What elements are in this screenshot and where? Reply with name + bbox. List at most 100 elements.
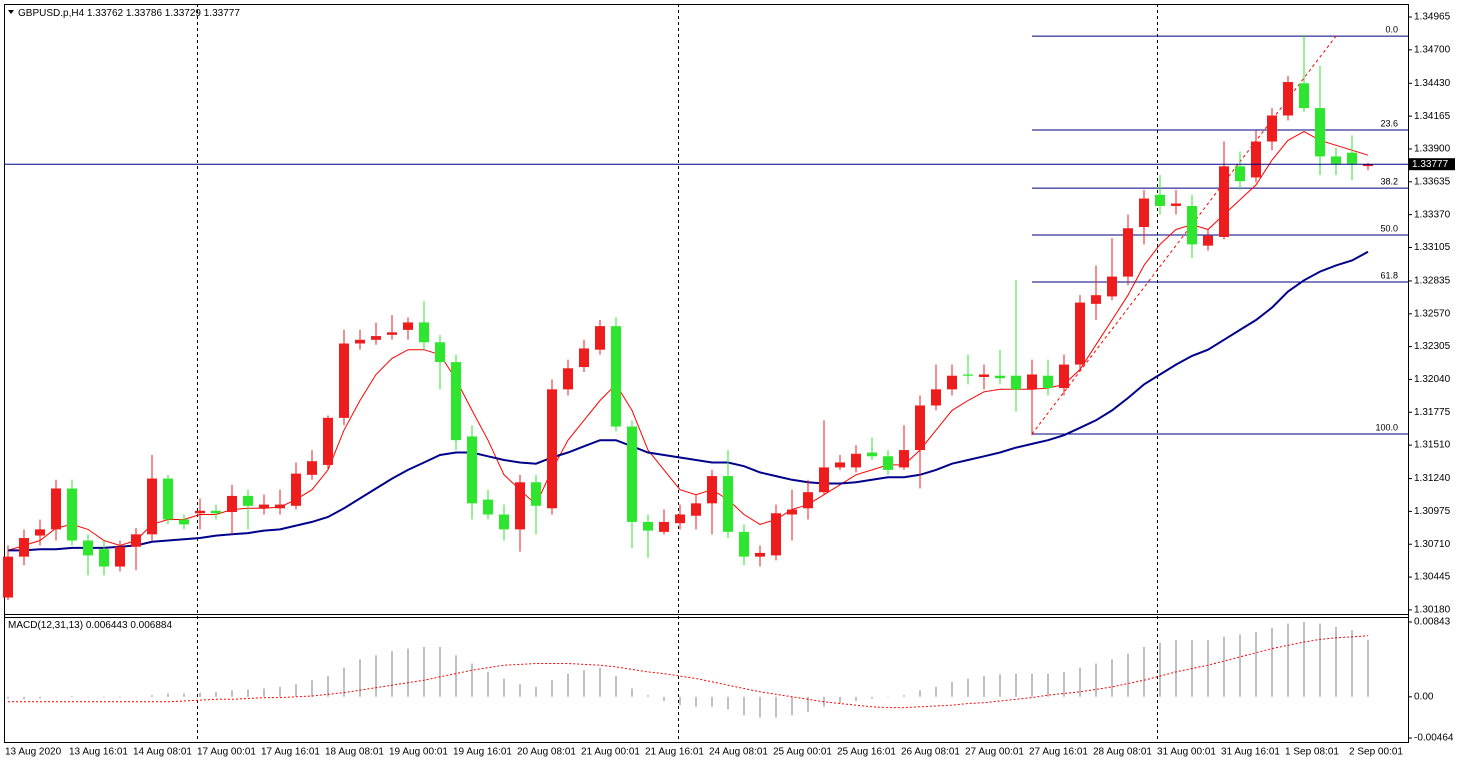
macd-bar [839, 696, 841, 704]
macd-bar [1303, 622, 1305, 697]
x-tick-label: 18 Aug 08:01 [325, 747, 384, 758]
macd-bar [71, 696, 73, 697]
y-tick-label: 1.33105 [1414, 242, 1451, 253]
y-tick-label: 1.32040 [1414, 374, 1451, 385]
bid-label-box [1409, 158, 1455, 171]
candle-body [99, 549, 109, 567]
bid-label: 1.33777 [1412, 159, 1449, 170]
candle-body [659, 521, 669, 532]
candle-body [1347, 152, 1357, 164]
x-tick-label: 26 Aug 08:01 [901, 747, 960, 758]
fibo-label: 61.8 [1380, 270, 1398, 280]
candle-body [1059, 364, 1069, 389]
macd-bar [407, 648, 409, 697]
macd-bar [743, 696, 745, 716]
candle-body [1171, 203, 1181, 206]
y-tick-label: 0.00 [1414, 691, 1434, 702]
candle-body [451, 362, 461, 441]
y-tick-label: 1.34700 [1414, 44, 1451, 55]
menu-arrow[interactable] [8, 10, 14, 14]
candle-body [115, 546, 125, 567]
candle-body [819, 467, 829, 493]
macd-bar [327, 676, 329, 697]
macd-bar [727, 696, 729, 710]
candle-body [995, 375, 1005, 379]
candle-body [291, 473, 301, 506]
open-value: 1.33762 [87, 8, 124, 19]
macd-bar [1127, 653, 1129, 697]
macd-bar [359, 659, 361, 697]
candle-body [1043, 375, 1053, 389]
candle-body [675, 514, 685, 524]
candle-body [355, 339, 365, 344]
y-tick-label: 1.32570 [1414, 308, 1451, 319]
candle-body [83, 540, 93, 556]
macd-bar [23, 696, 25, 700]
macd-bar [1319, 623, 1321, 697]
macd-bar [647, 695, 649, 697]
macd-bar [375, 655, 377, 697]
macd-bar [471, 663, 473, 697]
candle-body [179, 519, 189, 525]
macd-bar [1287, 623, 1289, 697]
macd-bar [343, 667, 345, 697]
x-tick-label: 27 Aug 00:01 [965, 747, 1024, 758]
macd-bar [263, 688, 265, 697]
candle-body [835, 462, 845, 468]
candle-body [1123, 228, 1133, 277]
candle-body [1363, 164, 1373, 167]
y-tick-label: 1.33635 [1414, 176, 1451, 187]
macd-bar [167, 693, 169, 697]
y-tick-label: 1.33900 [1414, 144, 1451, 155]
candle-body [595, 326, 605, 350]
y-tick-label: 1.34165 [1414, 111, 1451, 122]
fibo-label: 0.0 [1385, 24, 1398, 34]
macd-bar [711, 696, 713, 707]
candle-body [627, 426, 637, 522]
candle-body [483, 499, 493, 515]
candle-body [1203, 235, 1213, 246]
macd-bar [423, 646, 425, 697]
macd-bar [1367, 639, 1369, 697]
candle-body [563, 368, 573, 390]
candle-body [643, 521, 653, 531]
y-tick-label: 0.00843 [1414, 617, 1451, 628]
macd-bar [1063, 671, 1065, 697]
y-tick-label: 1.30975 [1414, 506, 1451, 517]
macd-bar [135, 696, 137, 698]
x-tick-label: 24 Aug 08:01 [709, 747, 768, 758]
macd-bar [663, 696, 665, 701]
candle-body [867, 452, 877, 457]
macd-bar [1335, 626, 1337, 697]
macd-bar [1223, 636, 1225, 697]
candle-body [947, 375, 957, 390]
x-tick-label: 19 Aug 16:01 [453, 747, 512, 758]
x-tick-label: 28 Aug 08:01 [1093, 747, 1152, 758]
candle-body [531, 482, 541, 506]
macd-bar [759, 696, 761, 718]
candle-body [259, 504, 269, 509]
macd-bar [967, 678, 969, 697]
macd-bar [1207, 640, 1209, 697]
candle-body [1027, 374, 1037, 390]
candle-body [35, 529, 45, 536]
macd-bar [951, 681, 953, 697]
fibo-label: 100.0 [1375, 422, 1398, 432]
x-tick-label: 13 Aug 2020 [5, 747, 62, 758]
macd-bar [935, 686, 937, 697]
candle-body [211, 510, 221, 514]
macd-bar [295, 684, 297, 697]
x-tick-label: 17 Aug 00:01 [197, 747, 256, 758]
candle-body [963, 374, 973, 376]
x-tick-label: 31 Aug 00:01 [1157, 747, 1216, 758]
macd-bar [215, 691, 217, 697]
candle-body [275, 504, 285, 509]
y-tick-label: 1.31510 [1414, 440, 1451, 451]
candle-body [1267, 115, 1277, 142]
macd-bar [791, 696, 793, 716]
macd-bar [279, 686, 281, 697]
candle-body [515, 482, 525, 530]
candle-body [1219, 166, 1229, 237]
